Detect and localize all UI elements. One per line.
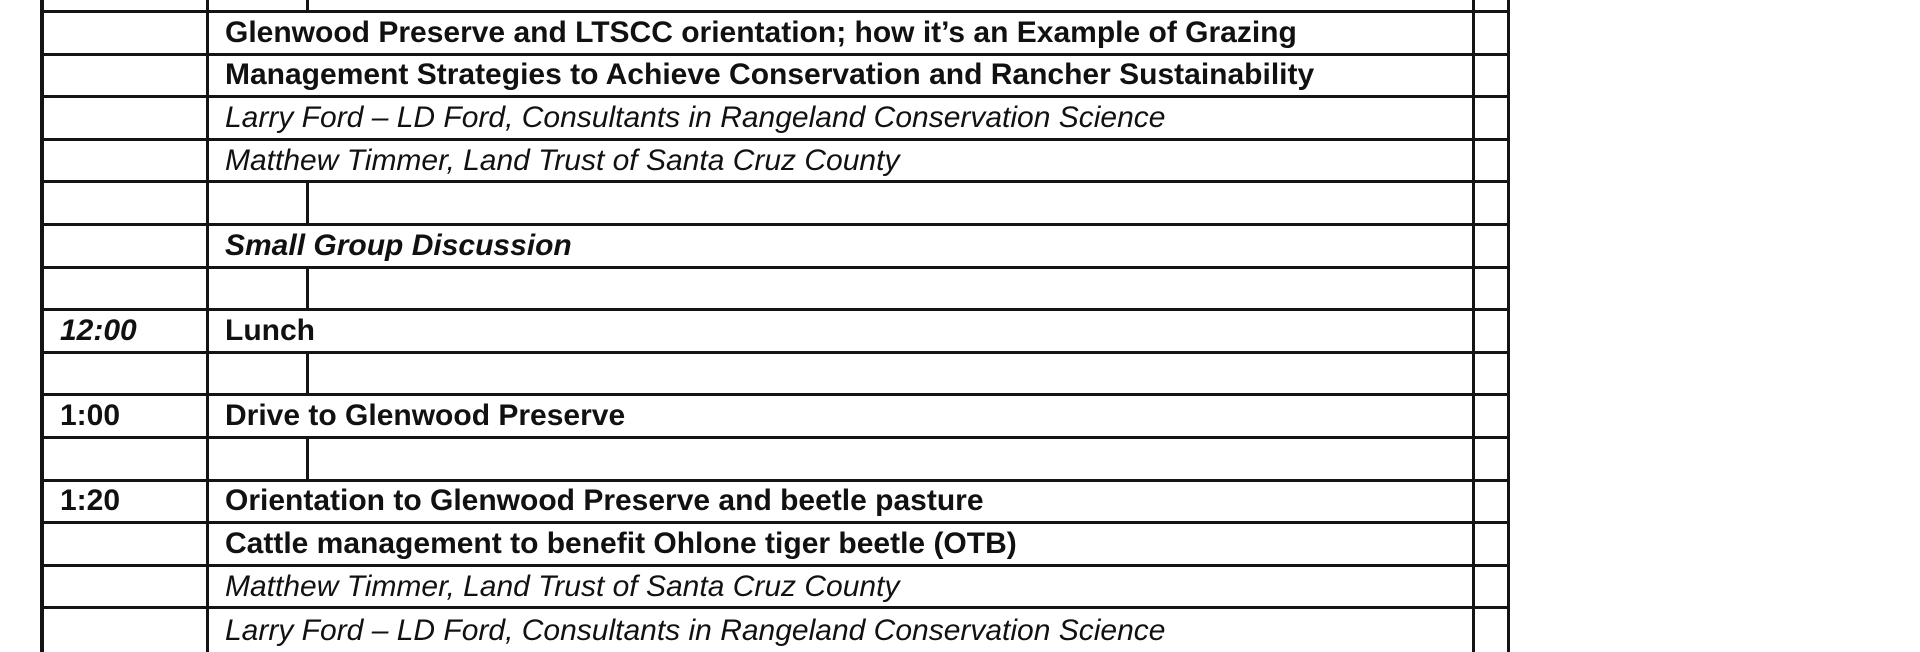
table-row: Larry Ford – LD Ford, Consultants in Ran… [44, 609, 1507, 652]
margin-cell [1472, 438, 1507, 479]
session-cell: Management Strategies to Achieve Conserv… [225, 58, 1315, 92]
session-cell [309, 354, 1472, 394]
spacer-cell [209, 353, 309, 394]
margin-cell [1472, 55, 1507, 96]
table-row: Management Strategies to Achieve Conserv… [44, 55, 1507, 99]
session-cell: Cattle management to benefit Ohlone tige… [225, 526, 1017, 560]
presenter-cell: Matthew Timmer, Land Trust of Santa Cruz… [225, 143, 900, 177]
margin-cell [1472, 13, 1507, 53]
time-cell [44, 183, 209, 223]
table-row: Larry Ford – LD Ford, Consultants in Ran… [44, 98, 1507, 141]
presenter-cell: Larry Ford – LD Ford, Consultants in Ran… [225, 100, 1166, 134]
table-row: 12:00 Lunch [44, 311, 1507, 354]
margin-cell [1472, 353, 1507, 394]
session-cell [309, 269, 1472, 309]
margin-cell [1472, 0, 1507, 10]
table-row [44, 438, 1507, 482]
margin-cell [1472, 183, 1507, 223]
margin-cell [1472, 311, 1507, 351]
time-cell [44, 353, 209, 394]
time-cell [44, 609, 209, 652]
session-cell: Small Group Discussion [225, 228, 572, 262]
table-row [44, 268, 1507, 312]
session-cell: Drive to Glenwood Preserve [225, 399, 626, 433]
time-cell [44, 0, 209, 10]
table-row: Glenwood Preserve and LTSCC orientation;… [44, 13, 1507, 56]
session-cell [309, 439, 1472, 479]
table-row: 1:20 Orientation to Glenwood Preserve an… [44, 481, 1507, 525]
spacer-cell [209, 268, 309, 309]
margin-cell [1472, 481, 1507, 522]
time-cell: 12:00 [44, 311, 209, 351]
margin-cell [1472, 268, 1507, 309]
table-row [44, 353, 1507, 397]
session-cell [309, 183, 1472, 223]
agenda-table: Glenwood Preserve and LTSCC orientation;… [40, 0, 1510, 652]
spacer-cell [209, 0, 309, 10]
margin-cell [1472, 225, 1507, 266]
time-cell [44, 268, 209, 309]
time-cell [44, 140, 209, 181]
margin-cell [1472, 566, 1507, 607]
time-cell [44, 438, 209, 479]
session-cell: Lunch [225, 313, 315, 347]
table-row [44, 0, 1507, 13]
spacer-cell [209, 183, 309, 223]
time-cell [44, 566, 209, 607]
time-cell: 1:00 [44, 396, 209, 436]
time-cell [44, 225, 209, 266]
table-row: Small Group Discussion [44, 225, 1507, 269]
time-cell [44, 13, 209, 53]
table-row: Cattle management to benefit Ohlone tige… [44, 524, 1507, 567]
margin-cell [1472, 609, 1507, 652]
margin-cell [1472, 140, 1507, 181]
presenter-cell: Larry Ford – LD Ford, Consultants in Ran… [225, 613, 1166, 647]
table-row: 1:00 Drive to Glenwood Preserve [44, 396, 1507, 439]
session-cell: Glenwood Preserve and LTSCC orientation;… [225, 15, 1297, 49]
session-cell [309, 0, 1472, 10]
time-cell [44, 98, 209, 138]
margin-cell [1472, 98, 1507, 138]
presenter-cell: Matthew Timmer, Land Trust of Santa Cruz… [225, 569, 900, 603]
table-row: Matthew Timmer, Land Trust of Santa Cruz… [44, 140, 1507, 184]
table-row [44, 183, 1507, 226]
time-cell: 1:20 [44, 481, 209, 522]
margin-cell [1472, 524, 1507, 564]
time-cell [44, 524, 209, 564]
session-cell: Orientation to Glenwood Preserve and bee… [225, 484, 984, 518]
margin-cell [1472, 396, 1507, 436]
spacer-cell [209, 438, 309, 479]
time-cell [44, 55, 209, 96]
table-row: Matthew Timmer, Land Trust of Santa Cruz… [44, 566, 1507, 610]
